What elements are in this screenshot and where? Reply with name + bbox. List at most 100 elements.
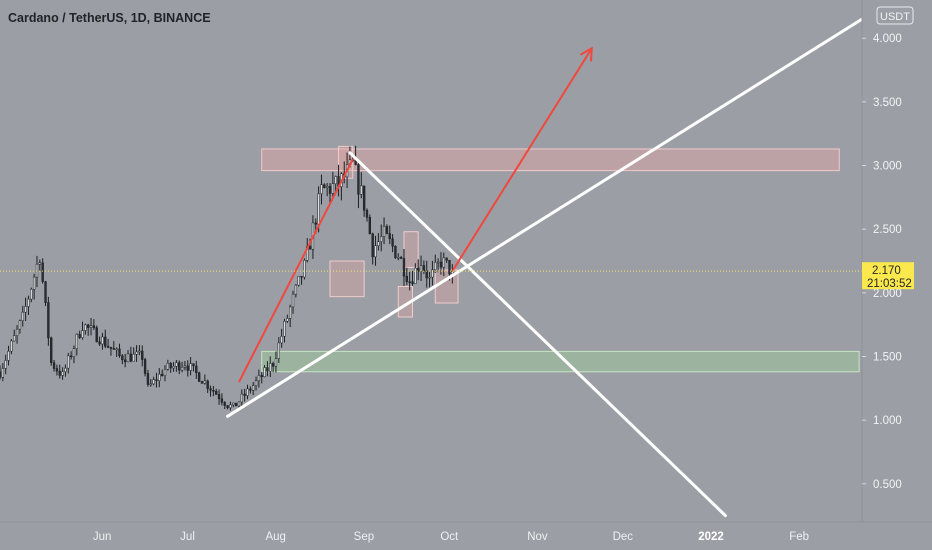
candle-body: [277, 342, 280, 359]
candle-body: [61, 371, 64, 376]
candle-body: [297, 276, 300, 286]
projection-up-arrow[interactable]: [451, 47, 593, 272]
candle-body: [186, 365, 189, 371]
candle-body: [0, 371, 2, 378]
candle-body: [368, 217, 372, 235]
highlight-box[interactable]: [338, 145, 354, 179]
x-tick-label: Jun: [93, 531, 112, 543]
candle-body: [124, 359, 127, 363]
candle-body: [141, 350, 144, 360]
candle-body: [328, 186, 332, 194]
candle-body: [331, 183, 335, 194]
candle-body: [203, 380, 207, 384]
candle-body: [126, 353, 130, 363]
candle-body: [280, 336, 283, 344]
candle-body: [260, 375, 263, 378]
candle-body: [382, 226, 386, 237]
candle-body: [291, 293, 295, 308]
y-tick-label: 3.500: [873, 97, 902, 109]
candle-body: [365, 209, 369, 218]
candle-body: [172, 365, 175, 369]
drawing-layer[interactable]: [226, 17, 864, 518]
candle-body: [448, 260, 451, 275]
candle-body: [24, 306, 27, 313]
candle-body: [419, 265, 423, 272]
candle-body: [428, 276, 431, 279]
candle-body: [21, 311, 24, 321]
y-tick-label: 0.500: [873, 479, 902, 491]
candle-body: [439, 261, 443, 268]
candle-body: [436, 261, 440, 264]
time-axis[interactable]: [0, 522, 932, 550]
candle-body: [234, 402, 238, 407]
candle-body: [64, 367, 67, 372]
rising-support-trendline[interactable]: [226, 17, 864, 418]
last-price-countdown: 21:03:52: [867, 278, 912, 290]
candle-body: [414, 267, 417, 284]
resistance-zone[interactable]: [261, 148, 840, 172]
support-zone[interactable]: [261, 350, 860, 373]
last-price-badge: 2.170 21:03:52: [862, 262, 914, 290]
candle-body: [317, 193, 320, 225]
highlight-box[interactable]: [403, 231, 419, 268]
price-axis[interactable]: [862, 0, 932, 522]
candle-body: [58, 370, 61, 376]
candle-body: [10, 340, 13, 352]
candle-body: [223, 402, 226, 406]
x-tick-label: Feb: [789, 531, 809, 543]
candle-body: [27, 298, 30, 307]
candle-body: [81, 330, 84, 338]
candle-body: [320, 184, 323, 195]
candle-body: [192, 363, 195, 367]
candle-body: [422, 265, 426, 271]
candle-body: [84, 324, 87, 331]
candle-body: [425, 270, 428, 279]
x-tick-label: Jul: [180, 531, 195, 543]
candle-body: [112, 348, 115, 350]
y-tick-label: 4.000: [873, 33, 902, 45]
x-tick-label: Oct: [440, 531, 459, 543]
candle-body: [229, 404, 232, 409]
candle-body: [200, 381, 204, 384]
candle-body: [417, 267, 420, 272]
falling-resistance-trendline[interactable]: [348, 151, 727, 518]
candle-body: [391, 238, 394, 247]
candle-body: [175, 362, 178, 367]
candle-body: [129, 353, 133, 362]
breakout-rally-arrow[interactable]: [238, 158, 354, 383]
candle-body: [434, 262, 437, 271]
candle-body: [38, 262, 42, 265]
candle-body: [121, 355, 124, 361]
candle-body: [442, 257, 445, 268]
candle-body: [246, 388, 249, 396]
candle-body: [149, 383, 152, 386]
x-tick-label: 2022: [698, 531, 724, 543]
candle-body: [98, 341, 101, 345]
candle-body: [4, 360, 7, 369]
candle-body: [362, 185, 366, 211]
candlestick-series: [0, 145, 454, 411]
candle-body: [52, 362, 56, 369]
candle-body: [92, 325, 96, 328]
candle-body: [374, 245, 377, 258]
candle-body: [67, 355, 70, 369]
candle-body: [32, 276, 36, 290]
candle-body: [217, 394, 221, 400]
candle-body: [394, 245, 397, 259]
candle-body: [226, 405, 229, 409]
candle-body: [380, 236, 383, 242]
candle-body: [385, 226, 389, 234]
candle-body: [163, 368, 167, 376]
candle-body: [377, 241, 380, 246]
candle-body: [69, 355, 73, 358]
zone-layer: [261, 148, 860, 373]
candle-body: [263, 367, 266, 378]
candle-body: [30, 288, 33, 300]
candle-body: [118, 348, 121, 356]
currency-badge[interactable]: [876, 6, 914, 25]
candle-body: [95, 327, 98, 343]
candle-body: [314, 222, 317, 225]
currency-badge-label: USDT: [880, 11, 910, 23]
highlight-box[interactable]: [329, 260, 365, 298]
